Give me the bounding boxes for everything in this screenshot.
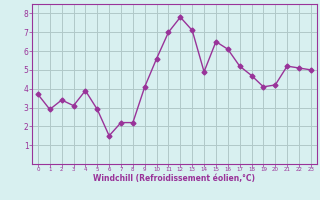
X-axis label: Windchill (Refroidissement éolien,°C): Windchill (Refroidissement éolien,°C) bbox=[93, 174, 255, 183]
